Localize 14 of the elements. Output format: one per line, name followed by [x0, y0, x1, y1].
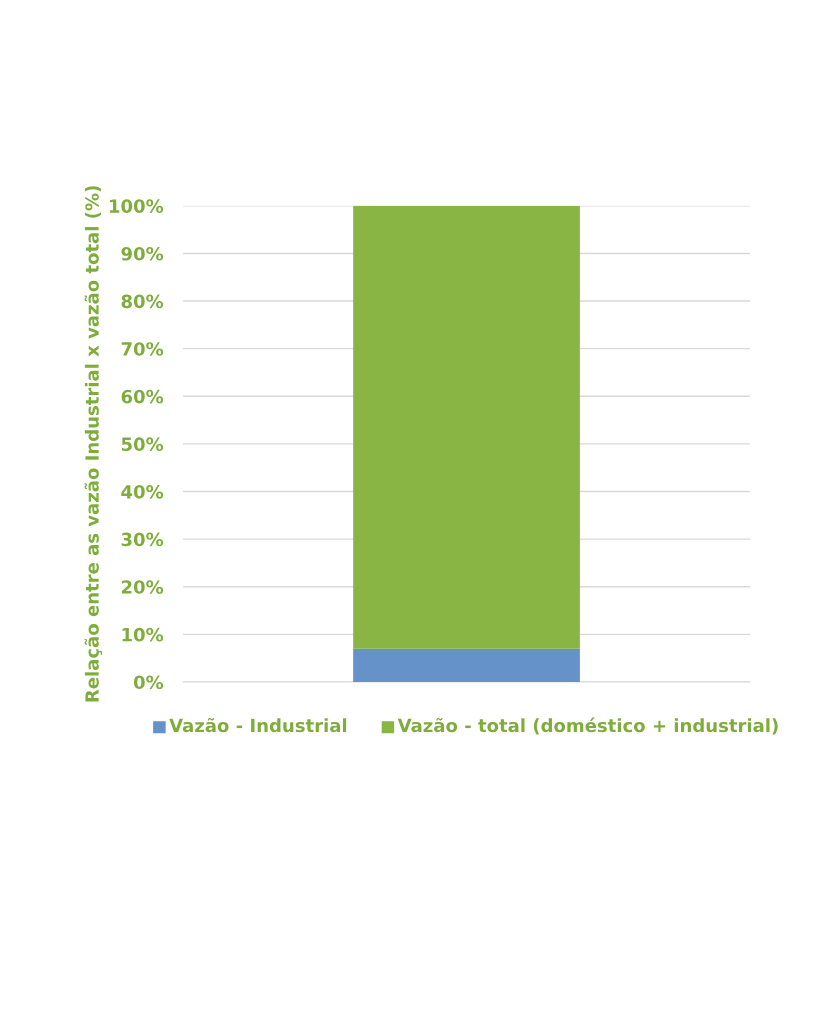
y-tick-label: 40%: [121, 484, 164, 499]
y-axis-title: Relação entre as vazão Industrial x vazão total (%): [84, 186, 103, 702]
y-tick-label: 50%: [121, 437, 164, 452]
y-tick-label: 80%: [121, 294, 164, 309]
y-tick-label: 10%: [122, 627, 164, 642]
legend-label: Vazão - total (doméstico + industrial): [397, 717, 778, 735]
y-tick-label: 70%: [121, 342, 164, 356]
legend-label: Vazão - Industrial: [169, 717, 347, 733]
y-tick-label: 30%: [121, 532, 164, 547]
y-tick-label: 60%: [121, 389, 164, 404]
y-tick-label: 100%: [109, 199, 164, 213]
y-tick-label: 90%: [121, 246, 164, 261]
y-tick-label: 0%: [133, 675, 164, 690]
y-tick-label: 20%: [121, 580, 164, 594]
